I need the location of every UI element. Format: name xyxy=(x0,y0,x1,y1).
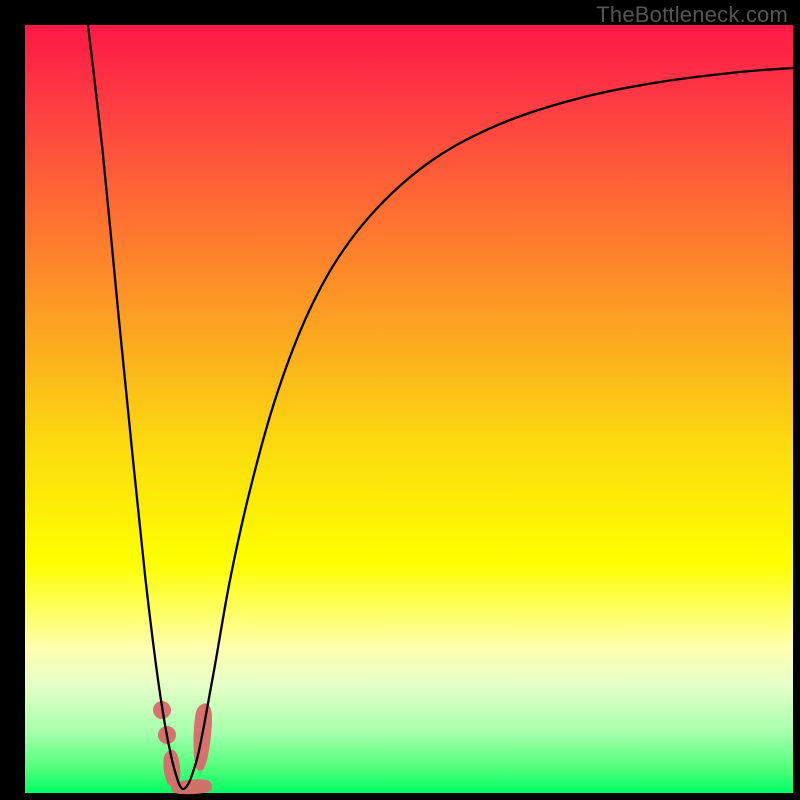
plot-area xyxy=(25,25,793,793)
watermark-text: TheBottleneck.com xyxy=(596,2,788,28)
chart-stage: TheBottleneck.com xyxy=(0,0,800,800)
